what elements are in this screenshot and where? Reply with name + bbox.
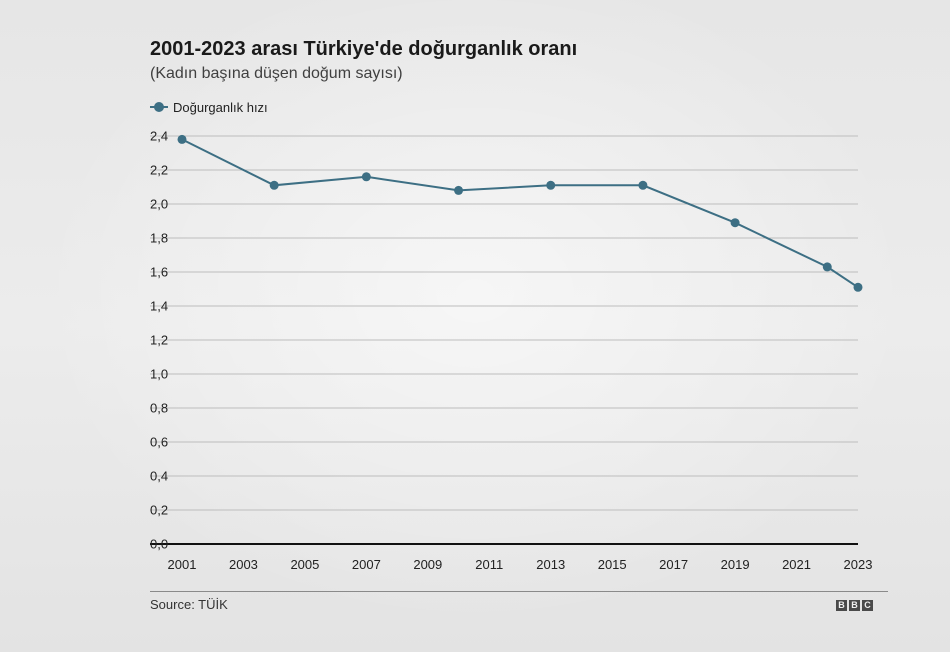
- x-tick-label: 2001: [168, 557, 197, 572]
- y-tick-label: 1,4: [150, 299, 168, 314]
- y-tick-label: 2,2: [150, 163, 168, 178]
- y-tick-label: 0,0: [150, 537, 168, 552]
- y-tick-label: 1,2: [150, 333, 168, 348]
- y-tick-label: 0,2: [150, 503, 168, 518]
- x-tick-label: 2009: [413, 557, 442, 572]
- y-tick-label: 1,8: [150, 231, 168, 246]
- y-tick-label: 2,0: [150, 197, 168, 212]
- x-tick-label: 2011: [475, 557, 503, 572]
- x-tick-label: 2003: [229, 557, 258, 572]
- chart-subtitle: (Kadın başına düşen doğum sayısı): [150, 65, 403, 82]
- x-tick-label: 2005: [290, 557, 319, 572]
- y-tick-label: 2,4: [150, 129, 168, 144]
- y-axis-ticks: 0,0 0,2 0,4 0,6 0,8 1,0 1,2 1,4 1,6 1,8 2,0 2,2 2,4: [150, 129, 168, 552]
- y-tick-label: 0,4: [150, 469, 168, 484]
- data-point: [454, 185, 464, 195]
- x-tick-label: 2021: [782, 557, 811, 572]
- bbc-logo-letter: B: [836, 600, 847, 611]
- x-axis-ticks: 2001 2003 2005 2007 2009 2011 2013 2015 2017 2019…: [168, 557, 873, 572]
- x-tick-label: 2007: [352, 557, 381, 572]
- y-tick-label: 1,6: [150, 265, 168, 280]
- data-point: [730, 218, 740, 228]
- x-tick-label: 2017: [659, 557, 688, 572]
- source-divider: [150, 591, 888, 592]
- data-point: [546, 180, 556, 190]
- x-tick-label: 2013: [536, 557, 565, 572]
- bbc-logo: B B C: [836, 600, 873, 611]
- data-point: [269, 180, 279, 190]
- data-point: [638, 180, 648, 190]
- legend: Doğurganlık hızı: [150, 98, 268, 116]
- series-group: [177, 134, 863, 292]
- chart-title: 2001-2023 arası Türkiye'de doğurganlık o…: [150, 38, 578, 60]
- gridlines: [150, 135, 858, 545]
- data-point: [853, 282, 863, 292]
- legend-label: Doğurganlık hızı: [173, 99, 268, 115]
- x-tick-label: 2023: [844, 557, 873, 572]
- bbc-logo-letter: B: [849, 600, 860, 611]
- legend-dot: [154, 102, 164, 112]
- bbc-logo-letter: C: [862, 600, 873, 611]
- y-tick-label: 0,8: [150, 401, 168, 416]
- data-point: [822, 262, 832, 272]
- x-tick-label: 2019: [721, 557, 750, 572]
- x-tick-label: 2015: [598, 557, 627, 572]
- y-tick-label: 1,0: [150, 367, 168, 382]
- y-tick-label: 0,6: [150, 435, 168, 450]
- legend-marker-icon: [150, 98, 168, 116]
- data-point: [361, 172, 371, 182]
- data-point: [177, 134, 187, 144]
- source-text: Source: TÜİK: [150, 597, 228, 612]
- series-line: [181, 138, 859, 289]
